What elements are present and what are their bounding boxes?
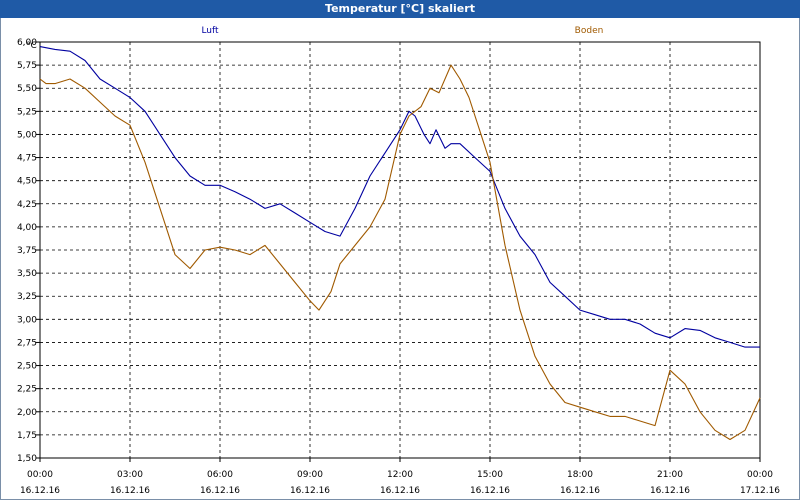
x-tick-date-label: 16.12.16 [290, 486, 330, 496]
x-tick-time-label: 12:00 [387, 470, 413, 480]
y-tick-label: 3,00 [17, 315, 37, 325]
y-tick-label: 4,75 [17, 154, 37, 164]
grid-lines [40, 42, 760, 458]
y-tick-label: 1,50 [17, 454, 37, 464]
y-tick-label: 3,25 [17, 292, 37, 302]
x-tick-date-label: 16.12.16 [200, 486, 240, 496]
x-tick-date-label: 16.12.16 [20, 486, 60, 496]
series-line-boden [39, 64, 761, 441]
series-line-luft [39, 46, 760, 348]
data-series [39, 46, 761, 441]
x-tick-time-label: 15:00 [477, 470, 503, 480]
x-tick-date-label: 16.12.16 [110, 486, 150, 496]
x-tick-time-label: 03:00 [117, 470, 143, 480]
x-tick-time-label: 06:00 [207, 470, 233, 480]
y-tick-label: 3,50 [17, 269, 37, 279]
x-tick-time-label: 18:00 [567, 470, 593, 480]
x-axis-ticks: 00:00 16.12.16 03:00 16.12.16 06:00 16.12.16 0… [20, 458, 780, 496]
y-tick-label: 5,25 [17, 107, 37, 117]
y-tick-label: 2,00 [17, 408, 37, 418]
y-axis-ticks: 6,00 5,75 5,50 5,25 5,00 4,75 4,50 4,25 4,00 3,75… [17, 38, 40, 464]
x-tick-date-label: 16.12.16 [470, 486, 510, 496]
y-tick-label: 5,50 [17, 84, 37, 94]
y-tick-label: 2,25 [17, 385, 37, 395]
legend-entry-boden: Boden [575, 26, 604, 36]
legend-entry-luft: Luft [201, 26, 219, 36]
x-tick-date-label: 17.12.16 [740, 486, 780, 496]
y-tick-label: 3,75 [17, 246, 37, 256]
x-tick-time-label: 21:00 [657, 470, 683, 480]
y-tick-label: 4,50 [17, 177, 37, 187]
y-tick-label: 5,75 [17, 61, 37, 71]
x-tick-date-label: 16.12.16 [380, 486, 420, 496]
y-tick-label: 4,25 [17, 200, 37, 210]
y-tick-label: 1,75 [17, 431, 37, 441]
y-tick-label: 2,50 [17, 362, 37, 372]
x-tick-date-label: 16.12.16 [650, 486, 690, 496]
x-tick-time-label: 09:00 [297, 470, 323, 480]
chart-title: Temperatur [°C] skaliert [0, 0, 800, 18]
y-tick-label: 2,75 [17, 338, 37, 348]
x-tick-time-label: 00:00 [747, 470, 773, 480]
y-tick-label: 5,00 [17, 130, 37, 140]
y-axis-unit-label: °C [26, 41, 37, 51]
y-tick-label: 4,00 [17, 223, 37, 233]
y-tick-label: 6,00 [17, 38, 37, 48]
x-tick-date-label: 16.12.16 [560, 486, 600, 496]
x-tick-time-label: 00:00 [27, 470, 53, 480]
